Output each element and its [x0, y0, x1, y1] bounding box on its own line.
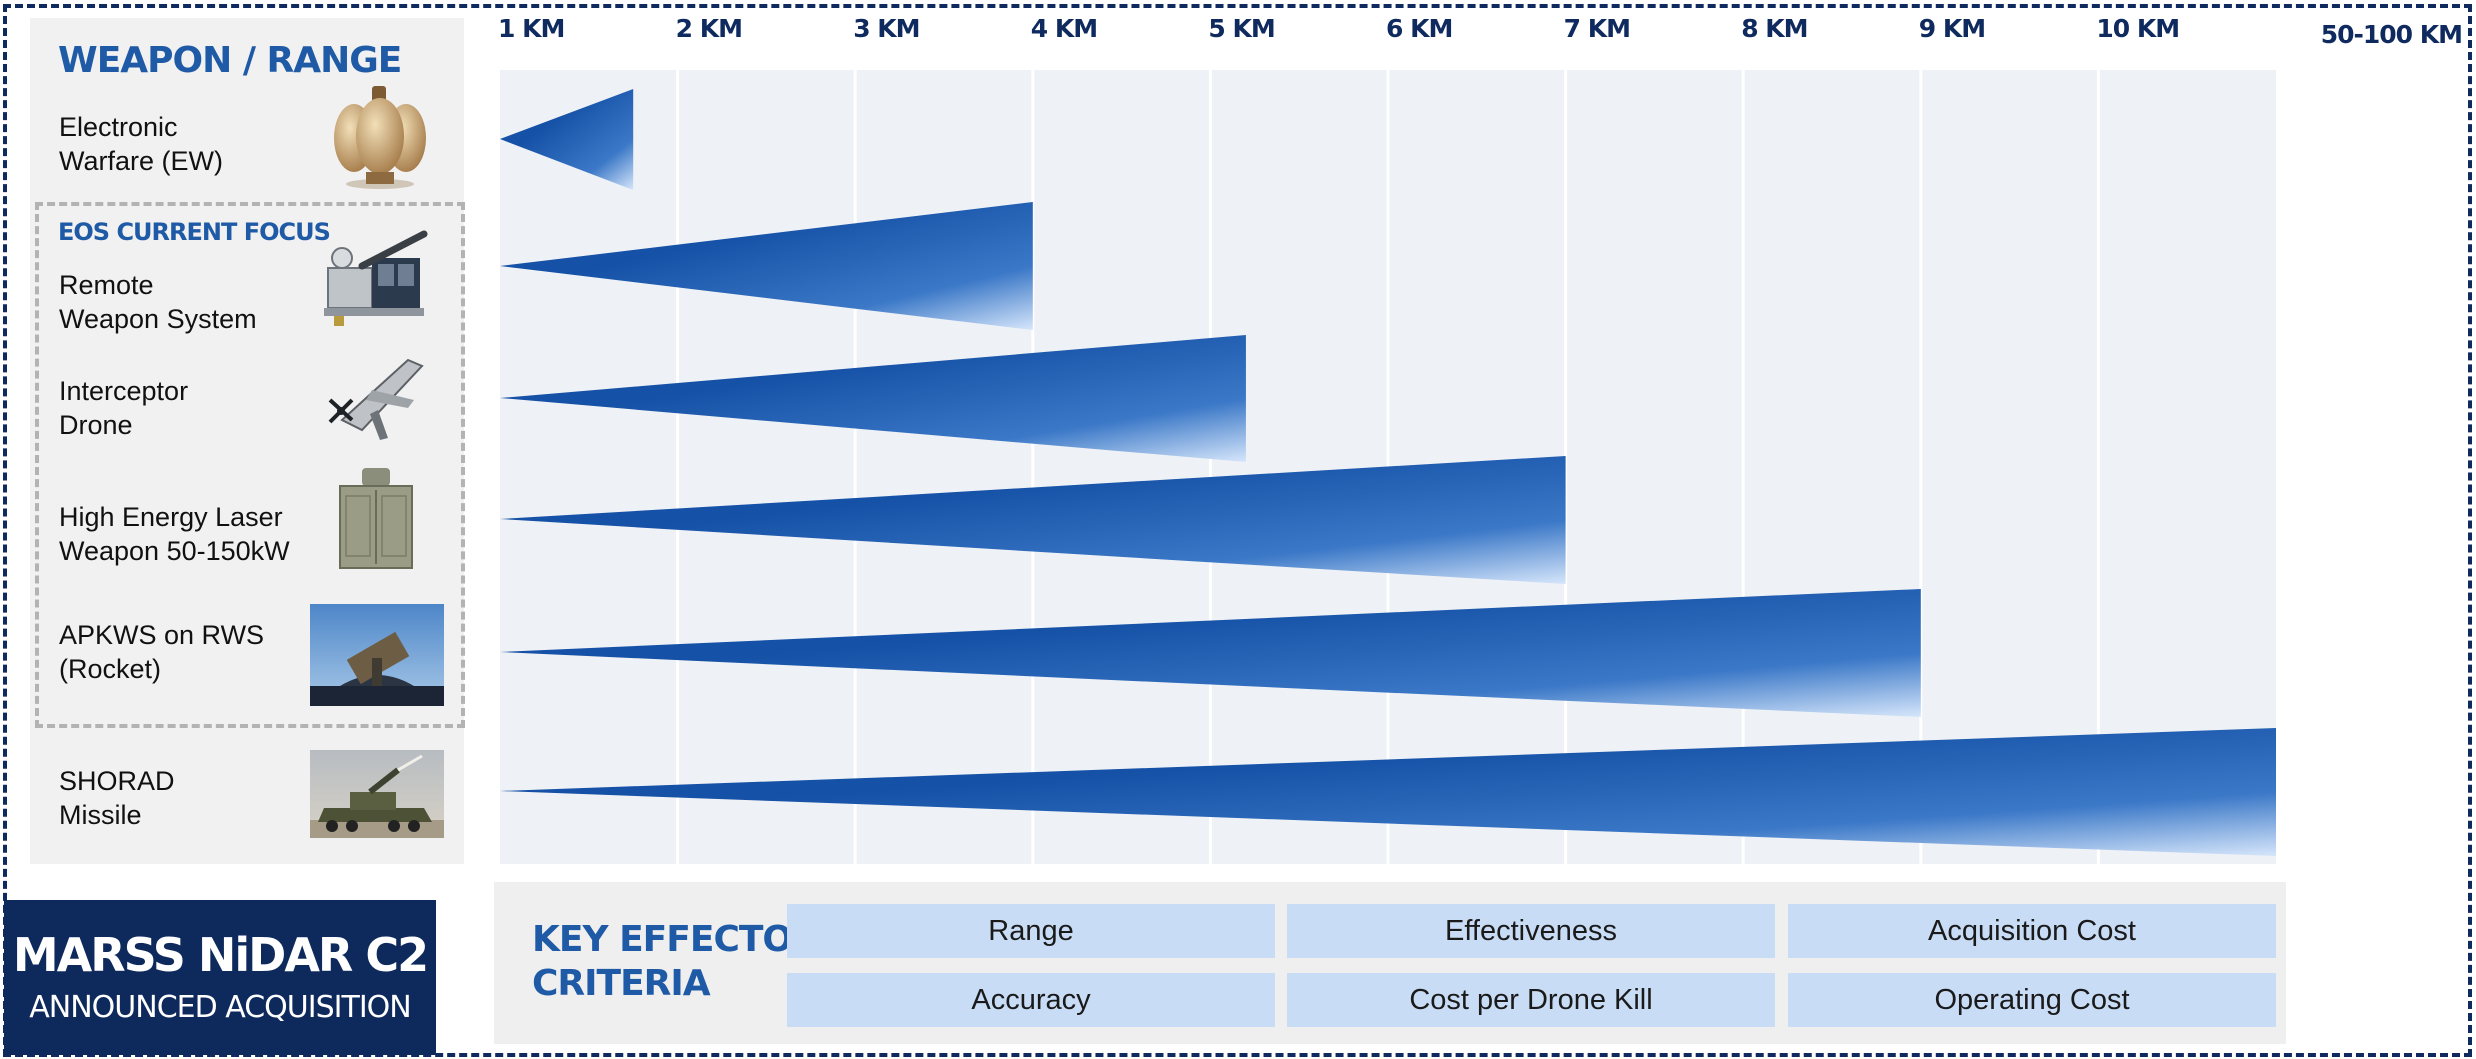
marss-title: MARSS NiDAR C2: [12, 928, 429, 982]
x-tick-label: 5 KM: [1208, 14, 1275, 43]
weapon-label-interceptor: Interceptor Drone: [59, 376, 189, 440]
criterion-cost-per-drone-kill: Cost per Drone Kill: [1287, 973, 1775, 1027]
x-tick-label: 4 KM: [1030, 14, 1098, 43]
range-wedge-6: [500, 728, 2276, 856]
weapon-label-rws: Remote Weapon System: [59, 270, 257, 334]
eos-focus-box: [35, 202, 465, 728]
criterion-effectiveness: Effectiveness: [1287, 904, 1775, 958]
range-wedge-2: [500, 202, 1033, 330]
x-tick-label: 1 KM: [498, 14, 565, 43]
x-tick-label: 7 KM: [1563, 14, 1631, 43]
x-tick-label: 2 KM: [675, 14, 743, 43]
x-tick-label: 50-100 KM: [2320, 20, 2463, 49]
criterion-operating-cost: Operating Cost: [1788, 973, 2276, 1027]
weapon-range-heading: WEAPON / RANGE: [58, 40, 402, 81]
apkws-rocket-image: [310, 604, 444, 706]
marss-subtitle: ANNOUNCED ACQUISITION: [29, 990, 411, 1025]
weapon-label-apkws: APKWS on RWS (Rocket): [59, 620, 265, 684]
range-wedge-5: [500, 589, 1921, 717]
weapon-label-laser: High Energy Laser Weapon 50-150kW: [59, 502, 290, 566]
key-effector-criteria-heading: KEY EFFECTOR CRITERIA: [532, 919, 820, 1004]
eos-current-focus-heading: EOS CURRENT FOCUS: [58, 218, 331, 246]
range-wedge-1: [500, 89, 634, 190]
x-tick-label: 10 KM: [2096, 14, 2180, 43]
interceptor-drone-image: [328, 358, 424, 440]
marss-acquisition-box: MARSS NiDAR C2 ANNOUNCED ACQUISITION: [4, 900, 436, 1055]
x-tick-label: 6 KM: [1386, 14, 1453, 43]
weapon-label-ew: Electronic Warfare (EW): [59, 112, 223, 176]
laser-weapon-image: [339, 468, 413, 569]
remote-weapon-system-image: [324, 230, 428, 326]
criterion-range: Range: [787, 904, 1275, 958]
range-wedge-4: [500, 456, 1566, 584]
x-tick-label: 3 KM: [853, 14, 920, 43]
criterion-accuracy: Accuracy: [787, 973, 1275, 1027]
shorad-missile-image: [310, 750, 444, 838]
weapon-label-shorad: SHORAD Missile: [59, 766, 175, 830]
ew-sensor-image: [334, 86, 426, 189]
range-wedge-3: [500, 335, 1246, 462]
outer-dashed-frame: [3, 4, 2472, 1057]
x-tick-label: 8 KM: [1741, 14, 1808, 43]
criterion-acquisition-cost: Acquisition Cost: [1788, 904, 2276, 958]
x-tick-label: 9 KM: [1918, 14, 1986, 43]
